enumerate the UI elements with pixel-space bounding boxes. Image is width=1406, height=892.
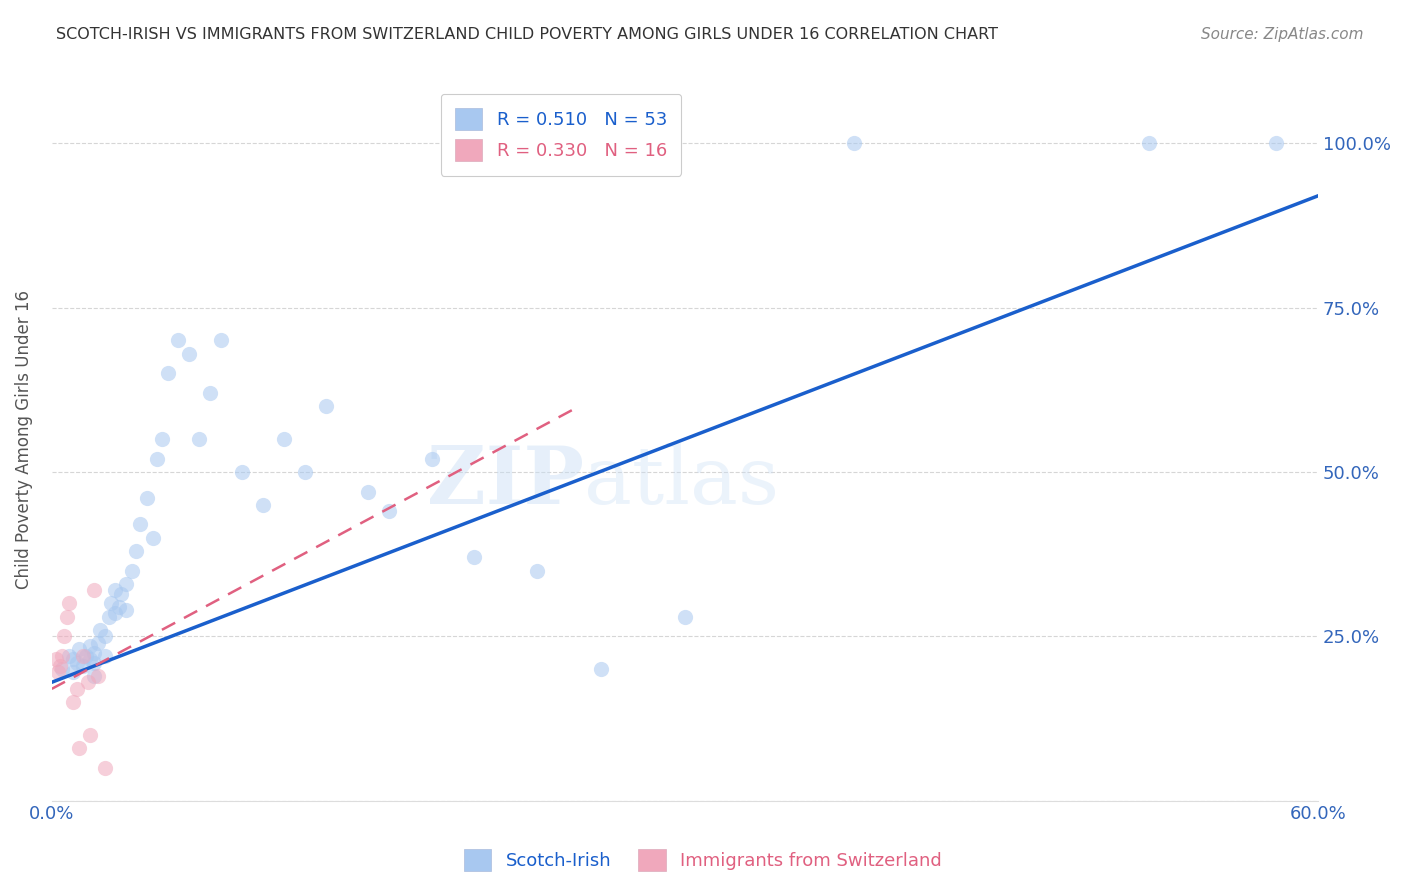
Point	[62, 695, 84, 709]
Point	[51, 662, 73, 676]
Point	[45, 652, 67, 666]
Point	[76, 675, 98, 690]
Point	[294, 465, 316, 479]
Point	[89, 623, 111, 637]
Legend: R = 0.510   N = 53, R = 0.330   N = 16: R = 0.510 N = 53, R = 0.330 N = 16	[440, 94, 682, 176]
Point	[252, 498, 274, 512]
Point	[378, 504, 401, 518]
Point	[58, 648, 80, 663]
Point	[150, 432, 173, 446]
Point	[108, 599, 131, 614]
Point	[83, 646, 105, 660]
Text: SCOTCH-IRISH VS IMMIGRANTS FROM SWITZERLAND CHILD POVERTY AMONG GIRLS UNDER 16 C: SCOTCH-IRISH VS IMMIGRANTS FROM SWITZERL…	[56, 27, 998, 42]
Point	[79, 652, 101, 666]
Point	[673, 609, 696, 624]
Point	[142, 531, 165, 545]
Point	[104, 583, 127, 598]
Point	[1137, 136, 1160, 151]
Point	[72, 658, 94, 673]
Point	[97, 609, 120, 624]
Point	[83, 656, 105, 670]
Point	[842, 136, 865, 151]
Legend: Scotch-Irish, Immigrants from Switzerland: Scotch-Irish, Immigrants from Switzerlan…	[457, 842, 949, 879]
Point	[188, 432, 211, 446]
Point	[114, 603, 136, 617]
Point	[100, 596, 122, 610]
Point	[125, 543, 148, 558]
Point	[72, 648, 94, 663]
Point	[420, 451, 443, 466]
Point	[79, 728, 101, 742]
Point	[83, 583, 105, 598]
Point	[75, 648, 97, 663]
Point	[79, 639, 101, 653]
Point	[93, 761, 115, 775]
Point	[93, 648, 115, 663]
Point	[93, 629, 115, 643]
Point	[121, 564, 143, 578]
Point	[129, 517, 152, 532]
Point	[66, 656, 89, 670]
Point	[49, 658, 72, 673]
Point	[209, 334, 232, 348]
Point	[1264, 136, 1286, 151]
Point	[87, 636, 110, 650]
Point	[110, 586, 132, 600]
Point	[167, 334, 190, 348]
Point	[87, 669, 110, 683]
Point	[156, 366, 179, 380]
Point	[273, 432, 295, 446]
Point	[46, 665, 69, 680]
Point	[198, 386, 221, 401]
Point	[231, 465, 253, 479]
Point	[62, 652, 84, 666]
Point	[66, 681, 89, 696]
Point	[104, 606, 127, 620]
Point	[357, 484, 380, 499]
Point	[135, 491, 157, 506]
Point	[589, 662, 612, 676]
Point	[315, 399, 337, 413]
Point	[51, 648, 73, 663]
Text: atlas: atlas	[583, 443, 779, 522]
Point	[62, 665, 84, 680]
Point	[67, 741, 90, 756]
Point	[55, 609, 77, 624]
Point	[67, 642, 90, 657]
Text: Source: ZipAtlas.com: Source: ZipAtlas.com	[1201, 27, 1364, 42]
Text: ZIP: ZIP	[426, 443, 583, 522]
Point	[58, 596, 80, 610]
Point	[463, 550, 485, 565]
Point	[146, 451, 169, 466]
Point	[83, 669, 105, 683]
Point	[114, 576, 136, 591]
Point	[526, 564, 548, 578]
Y-axis label: Child Poverty Among Girls Under 16: Child Poverty Among Girls Under 16	[15, 290, 32, 589]
Point	[53, 629, 76, 643]
Point	[177, 346, 200, 360]
